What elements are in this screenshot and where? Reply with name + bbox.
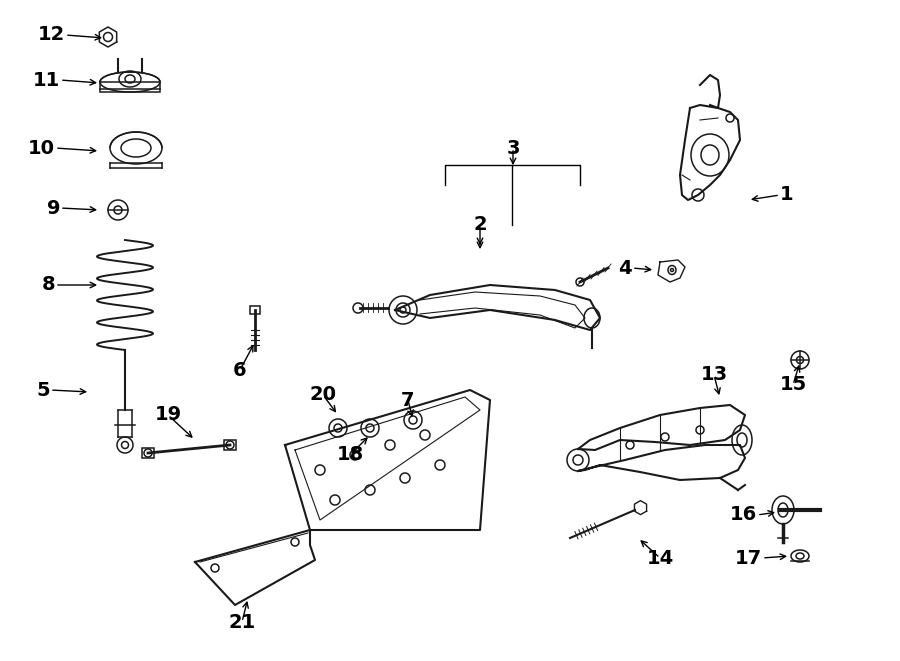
Text: 2: 2 [473, 215, 487, 235]
Text: 16: 16 [730, 506, 757, 524]
Text: 21: 21 [229, 613, 256, 631]
Text: 7: 7 [401, 391, 415, 410]
Text: 19: 19 [155, 405, 182, 424]
Text: 14: 14 [646, 549, 673, 568]
Text: 12: 12 [38, 26, 65, 44]
Text: 8: 8 [41, 276, 55, 295]
Text: 18: 18 [337, 446, 364, 465]
Text: 4: 4 [618, 258, 632, 278]
Text: 15: 15 [779, 375, 806, 395]
Text: 3: 3 [506, 139, 520, 157]
Bar [224, 440, 236, 450]
Text: 5: 5 [36, 381, 50, 399]
Text: 6: 6 [233, 360, 247, 379]
Text: 11: 11 [32, 71, 60, 89]
Text: 13: 13 [700, 366, 727, 385]
Text: 20: 20 [310, 385, 337, 405]
Text: 17: 17 [735, 549, 762, 568]
Bar [250, 306, 260, 314]
Bar [142, 448, 154, 458]
Text: 10: 10 [28, 139, 55, 157]
Bar [100, 82, 160, 92]
Text: 1: 1 [780, 186, 794, 204]
Text: 9: 9 [47, 198, 60, 217]
